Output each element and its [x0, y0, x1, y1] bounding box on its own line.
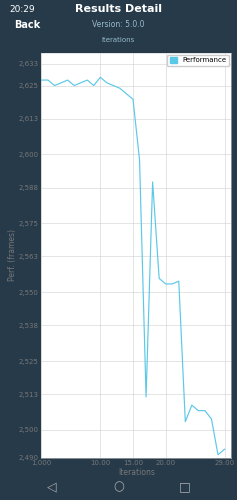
Text: Results Detail: Results Detail	[75, 4, 162, 14]
Text: ○: ○	[113, 480, 124, 494]
X-axis label: Iterations: Iterations	[118, 468, 155, 476]
Text: Iterations: Iterations	[102, 37, 135, 43]
Text: Version: 5.0.0: Version: 5.0.0	[92, 20, 145, 29]
Y-axis label: Perf. (frames): Perf. (frames)	[8, 229, 17, 281]
Legend: Performance: Performance	[167, 54, 229, 66]
Text: ◁: ◁	[47, 480, 57, 494]
Text: 20:29: 20:29	[9, 4, 35, 14]
Text: □: □	[179, 480, 191, 494]
Text: Back: Back	[14, 20, 41, 30]
